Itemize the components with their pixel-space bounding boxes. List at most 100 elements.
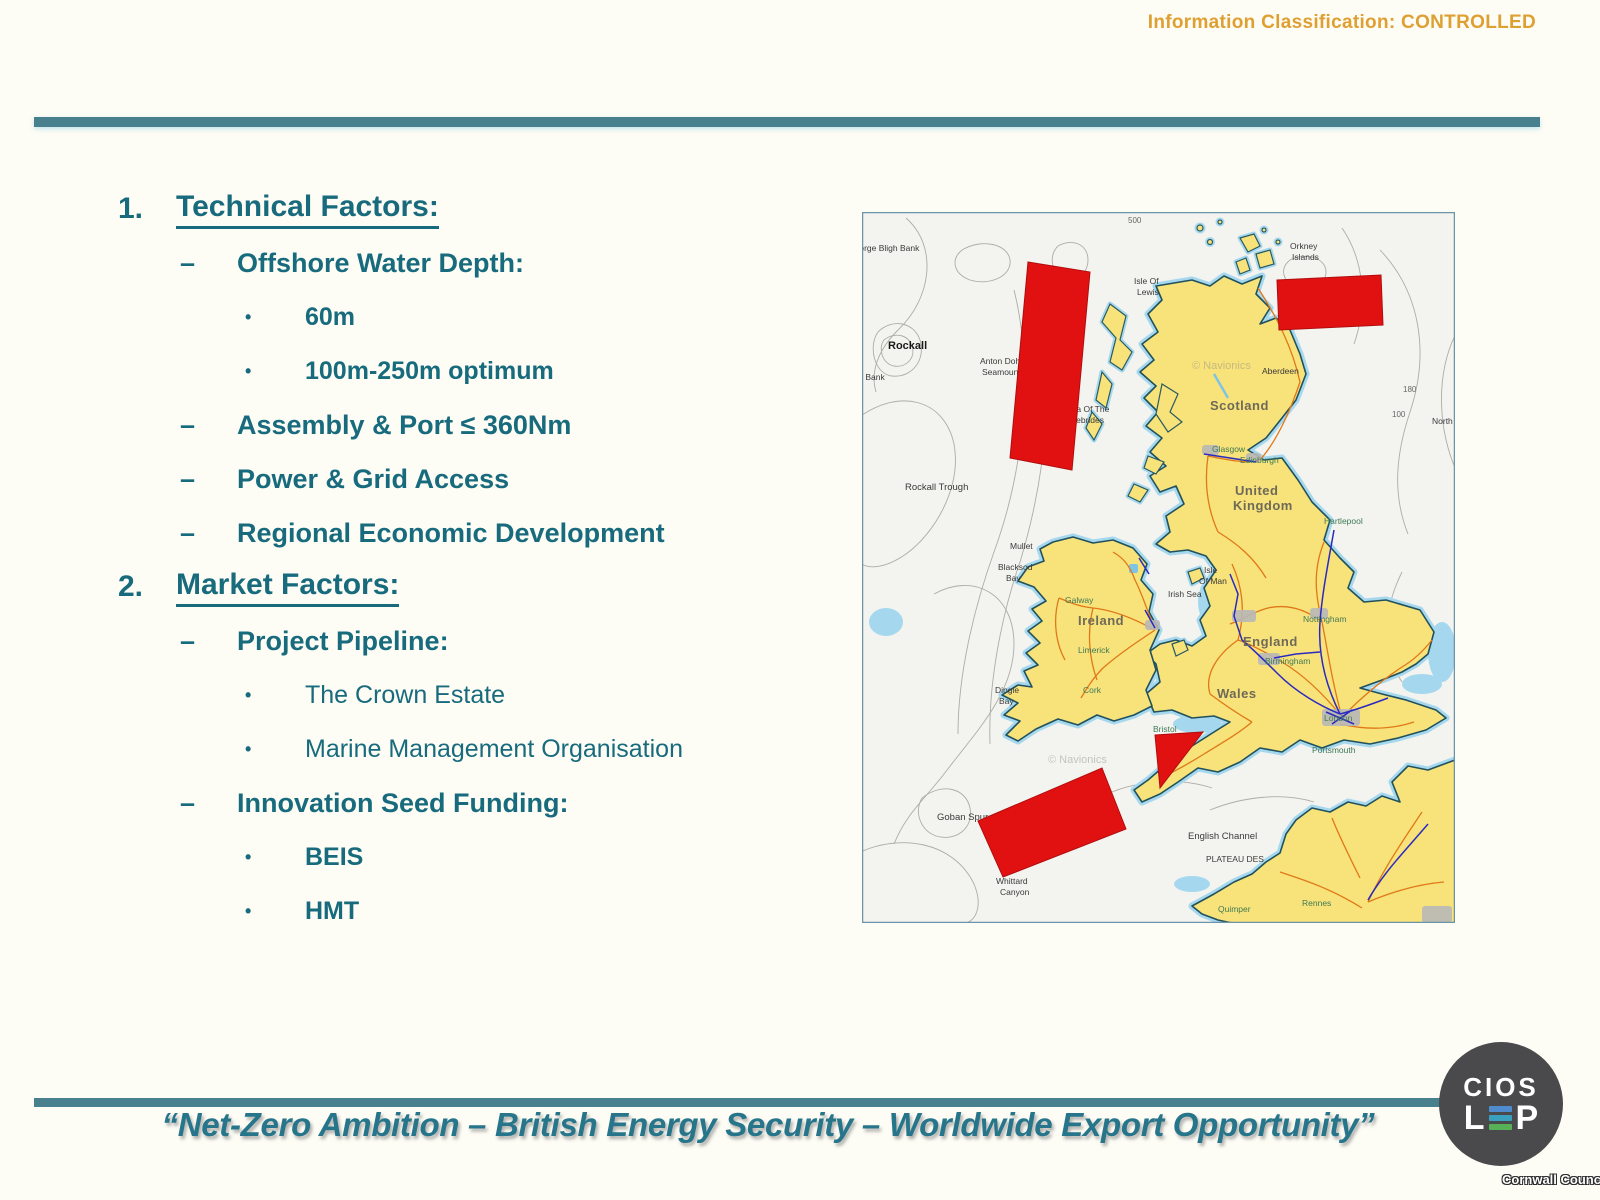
map-label: 180: [1403, 385, 1417, 394]
list-marker: –: [180, 409, 196, 440]
list-item: • HMT: [118, 884, 878, 938]
red-zone-overlays: [977, 261, 1384, 878]
classification-banner: Information Classification: CONTROLLED: [1147, 12, 1536, 33]
map-label: Dingle: [995, 685, 1019, 695]
list-item: • 100m-250m optimum: [118, 344, 878, 398]
list-marker: •: [245, 306, 252, 327]
list-item: • Marine Management Organisation: [118, 722, 878, 776]
map-label: Aberdeen: [1262, 366, 1299, 376]
list-item: 2. Market Factors:: [118, 560, 878, 614]
list-text: Innovation Seed Funding:: [237, 787, 569, 818]
red-zone-moray-firth: [1276, 274, 1384, 331]
map-label: United: [1235, 483, 1278, 498]
motorway-network-blue: [1138, 453, 1429, 901]
map-label: 500: [1128, 216, 1142, 225]
section-heading: Technical Factors:: [176, 190, 439, 229]
map-label: Bristol: [1153, 724, 1177, 734]
map-label: Cork: [1083, 685, 1102, 695]
list-text: Offshore Water Depth:: [237, 247, 525, 278]
map-label: Lewis: [1137, 287, 1159, 297]
map-label: Kingdom: [1233, 498, 1293, 513]
list-marker: •: [245, 846, 252, 867]
map-label: Wales: [1217, 686, 1257, 701]
logo-bar-blue: [1488, 1106, 1512, 1113]
map-label: Glasgow: [1212, 444, 1246, 454]
cornwall-council-attribution: Cornwall Council: [1502, 1172, 1600, 1187]
map-label: Anton Dohrn: [980, 356, 1028, 366]
map-label: Bay: [999, 696, 1014, 706]
list-text: Regional Economic Development: [237, 517, 665, 548]
logo-bar-teal: [1488, 1115, 1512, 1122]
list-item: – Project Pipeline:: [118, 614, 878, 668]
map-frame: [862, 212, 1455, 923]
bottom-divider: [34, 1098, 1443, 1107]
list-text: BEIS: [305, 842, 364, 871]
list-item: • The Crown Estate: [118, 668, 878, 722]
slide-tagline: “Net-Zero Ambition – British Energy Secu…: [161, 1106, 1375, 1143]
chart-svg: George Bligh Bank ny Bank Rockall Anton …: [862, 212, 1455, 923]
list-marker: –: [180, 247, 196, 278]
road-network-orange: [1055, 287, 1445, 909]
logo-letter-l: L: [1463, 1099, 1485, 1138]
list-item: – Assembly & Port ≤ 360Nm: [118, 398, 878, 452]
map-label: 100: [1392, 410, 1406, 419]
map-label: England: [1243, 634, 1298, 649]
list-item: – Regional Economic Development: [118, 506, 878, 560]
map-label: Sea Of The: [1066, 404, 1110, 414]
map-label: Isle: [1204, 565, 1218, 575]
map-label: Irish Sea: [1168, 589, 1202, 599]
red-zone-west-of-hebrides: [1009, 261, 1091, 471]
list-marker: •: [245, 360, 252, 381]
list-item: 1. Technical Factors:: [118, 182, 878, 236]
uk-ireland-nautical-chart: George Bligh Bank ny Bank Rockall Anton …: [862, 212, 1455, 923]
list-marker: –: [180, 463, 196, 494]
map-label: Canyon: [1000, 887, 1030, 897]
logo-text-cios: CIOS: [1463, 1071, 1539, 1102]
list-text: 60m: [305, 302, 356, 331]
list-marker: 1.: [118, 192, 144, 225]
list-text: Power & Grid Access: [237, 463, 510, 494]
list-marker: •: [245, 900, 252, 921]
list-item: – Offshore Water Depth:: [118, 236, 878, 290]
red-zone-bristol-channel: [1154, 731, 1205, 790]
map-label: Scotland: [1210, 398, 1269, 413]
list-marker: –: [180, 517, 196, 548]
logo-bar-green: [1488, 1124, 1512, 1131]
map-label: Whittard: [996, 876, 1028, 886]
list-marker: –: [180, 625, 196, 656]
list-marker: 2.: [118, 570, 144, 603]
map-label: Rockall: [888, 340, 927, 352]
map-label: Islands: [1292, 252, 1319, 262]
list-text: The Crown Estate: [305, 680, 506, 709]
map-label: ny Bank: [862, 372, 885, 382]
list-item: • BEIS: [118, 830, 878, 884]
map-label: Blacksod: [998, 562, 1033, 572]
map-label: Mullet: [1010, 541, 1033, 551]
red-zone-celtic-sea: [977, 767, 1127, 878]
logo-letter-p: P: [1515, 1099, 1539, 1138]
map-label: Birmingham: [1265, 656, 1310, 666]
section-heading: Market Factors:: [176, 568, 400, 607]
list-text: Marine Management Organisation: [305, 734, 683, 763]
logo-text-lep: L P: [1464, 1101, 1538, 1135]
map-label: London: [1324, 713, 1353, 723]
map-label: Nottingham: [1303, 614, 1346, 624]
map-label: Rockall Trough: [905, 482, 968, 493]
map-label: George Bligh Bank: [862, 243, 920, 253]
map-label: Rennes: [1302, 898, 1331, 908]
map-label: Bay: [1006, 573, 1021, 583]
map-label: PLATEAU DES: [1206, 854, 1264, 864]
map-label: Of Man: [1199, 576, 1227, 586]
map-label: English Channel: [1188, 831, 1257, 842]
map-label: Limerick: [1078, 645, 1110, 655]
map-watermark: © Navionics: [1192, 360, 1251, 372]
list-text: Assembly & Port ≤ 360Nm: [237, 409, 572, 440]
top-divider: [34, 117, 1540, 127]
map-labels: George Bligh Bank ny Bank Rockall Anton …: [862, 216, 1453, 914]
list-item: • 60m: [118, 290, 878, 344]
logo-e-bars-icon: [1488, 1106, 1512, 1131]
list-text: Project Pipeline:: [237, 625, 449, 656]
list-marker: –: [180, 787, 196, 818]
list-marker: •: [245, 738, 252, 759]
